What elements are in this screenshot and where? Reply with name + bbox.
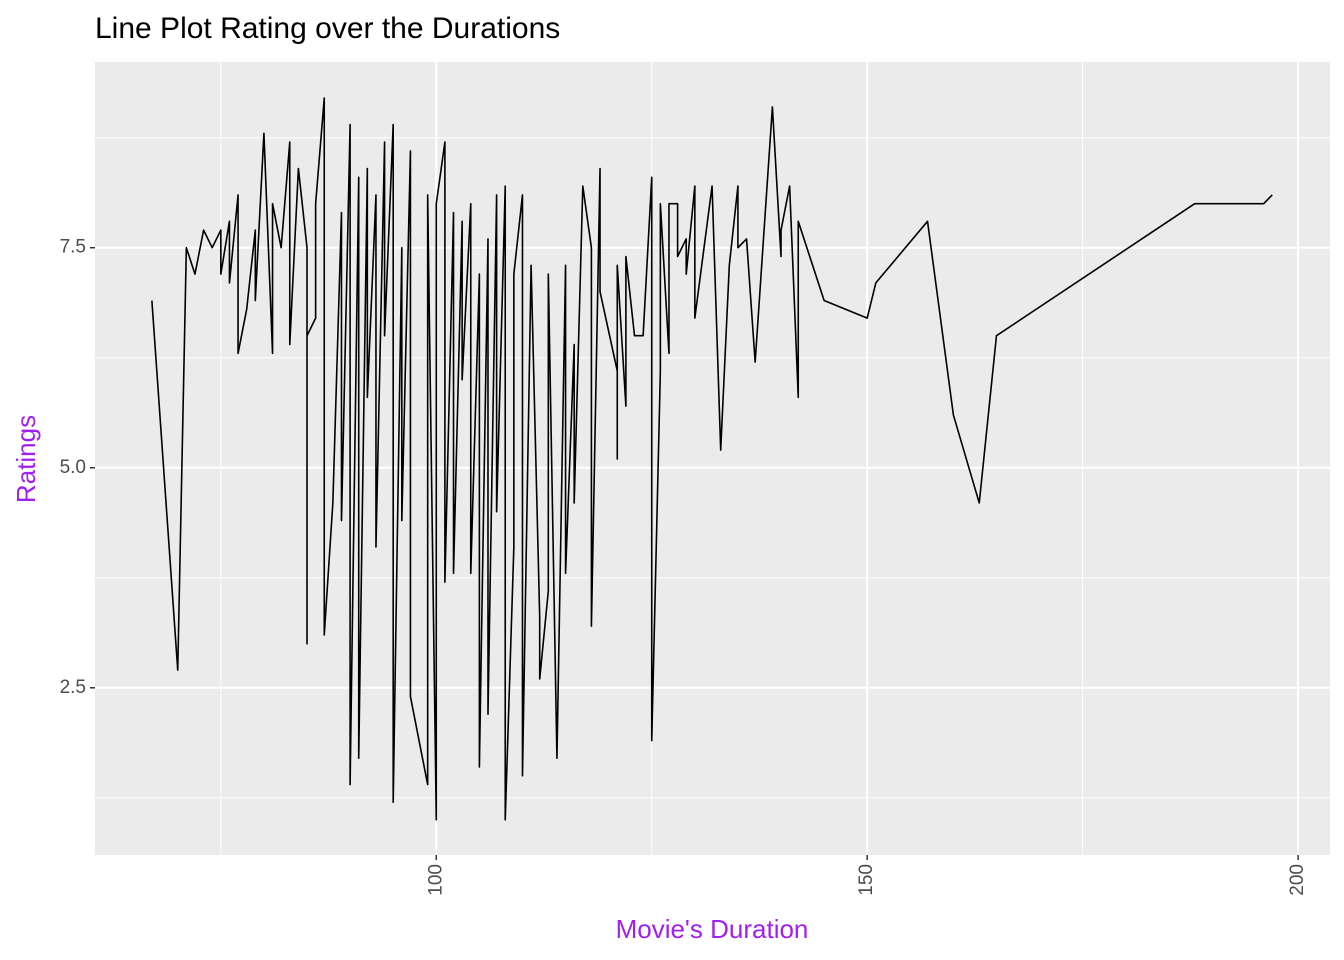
x-tick-label: 200	[1287, 864, 1308, 896]
y-tick-label: 7.5	[60, 237, 86, 258]
y-tick-label: 2.5	[60, 677, 86, 698]
data-line	[151, 97, 1273, 821]
y-tick-label: 5.0	[60, 457, 86, 478]
x-axis-title: Movie's Duration	[616, 914, 809, 944]
x-tick-label: 150	[856, 864, 877, 896]
panel	[95, 62, 1330, 855]
y-axis-title: Ratings	[11, 415, 41, 503]
x-tick-label: 100	[425, 864, 446, 896]
chart-title: Line Plot Rating over the Durations	[95, 12, 560, 45]
